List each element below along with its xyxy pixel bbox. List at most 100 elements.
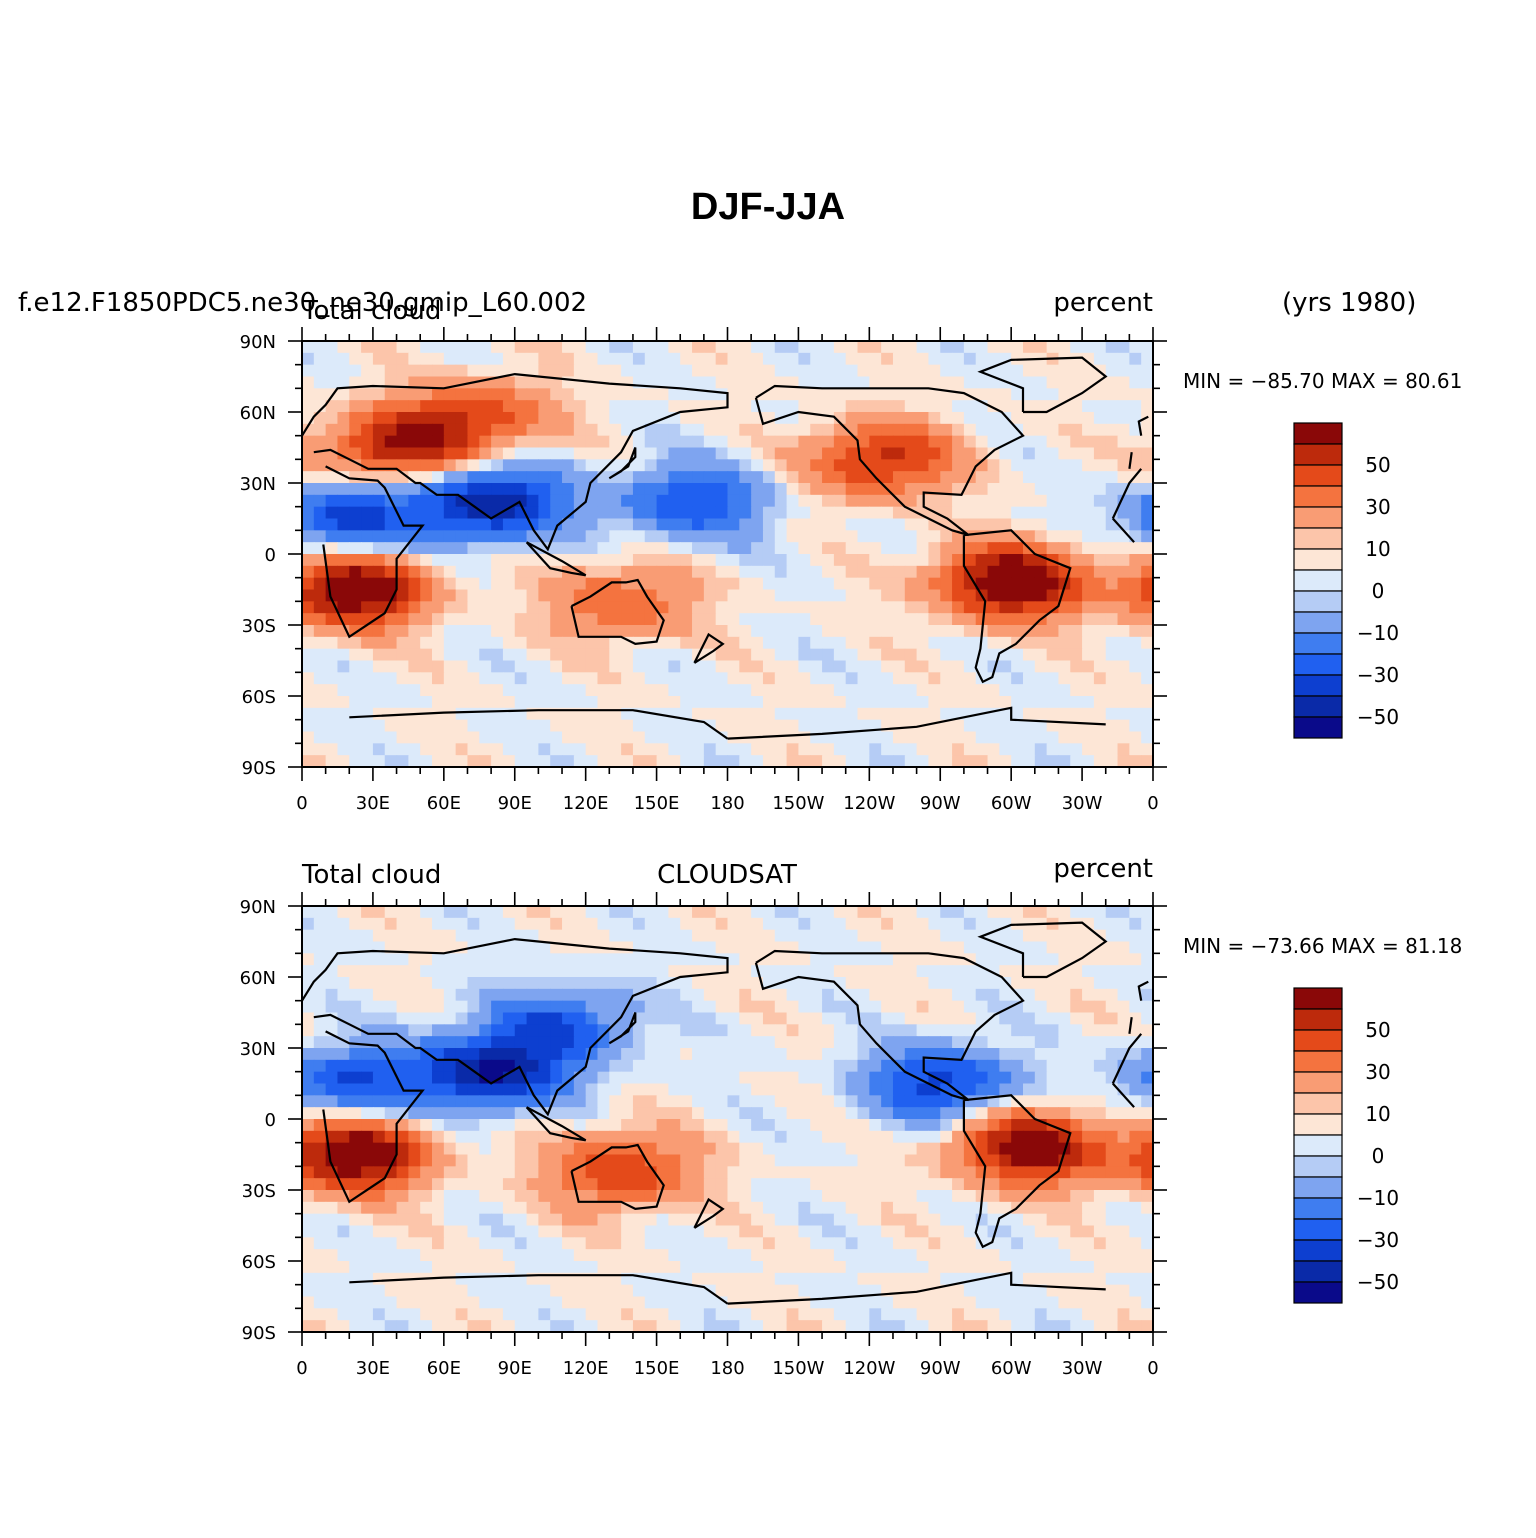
field-cell	[727, 917, 740, 931]
field-cell	[1058, 1154, 1071, 1167]
field-cell	[904, 1225, 918, 1238]
field-cell	[833, 965, 847, 978]
field-cell	[550, 459, 563, 472]
field-cell	[822, 494, 835, 508]
field-cell	[526, 613, 539, 626]
field-cell	[857, 672, 870, 685]
field-cell	[881, 648, 894, 662]
lat-tick-label: 0	[265, 545, 276, 566]
field-cell	[361, 917, 374, 931]
field-cell	[550, 1083, 563, 1096]
field-cell	[751, 684, 764, 697]
field-cell	[916, 731, 930, 744]
field-cell	[881, 755, 894, 767]
field-cell	[739, 977, 752, 990]
field-cell	[940, 400, 953, 413]
field-cell	[1093, 1142, 1107, 1156]
field-cell	[408, 613, 421, 626]
field-cell	[1129, 636, 1142, 650]
field-cell	[597, 917, 610, 931]
field-cell	[916, 1166, 930, 1179]
field-cell	[609, 565, 622, 579]
field-cell	[751, 423, 764, 437]
field-cell	[904, 506, 918, 520]
field-cell	[892, 554, 906, 567]
field-cell	[751, 518, 764, 531]
field-cell	[491, 400, 504, 413]
field-cell	[975, 494, 989, 508]
field-cell	[810, 917, 823, 931]
field-cell	[952, 1190, 965, 1203]
field-cell	[1011, 601, 1024, 614]
field-cell	[585, 376, 599, 389]
field-cell	[372, 435, 386, 449]
panel1-years-label: (yrs 1980)	[1282, 288, 1417, 318]
field-cell	[822, 707, 835, 721]
field-cell	[644, 1048, 658, 1061]
field-cell	[1105, 1107, 1119, 1120]
field-cell	[810, 672, 823, 685]
field-cell	[432, 1225, 445, 1238]
field-cell	[372, 1083, 386, 1096]
field-cell	[1022, 965, 1036, 978]
field-cell	[573, 412, 587, 425]
field-cell	[479, 447, 492, 460]
field-cell	[514, 953, 528, 966]
field-cell	[1046, 483, 1060, 496]
field-cell	[703, 364, 717, 378]
field-cell	[952, 1071, 965, 1085]
field-cell	[514, 743, 528, 756]
field-cell	[467, 1284, 480, 1298]
field-cell	[325, 388, 339, 401]
field-cell	[1070, 917, 1083, 931]
field-cell	[1117, 684, 1130, 697]
field-cell	[1022, 1059, 1036, 1073]
field-cell	[313, 530, 327, 543]
field-cell	[644, 423, 658, 437]
field-cell	[1011, 506, 1024, 520]
field-cell	[349, 731, 362, 744]
field-cell	[1093, 1024, 1107, 1037]
field-cell	[940, 506, 953, 520]
field-cell	[502, 1154, 516, 1167]
field-cell	[798, 1142, 811, 1156]
field-cell	[680, 1107, 693, 1120]
field-cell	[1117, 636, 1130, 650]
field-cell	[372, 1059, 386, 1073]
field-cell	[467, 364, 480, 378]
field-cell	[952, 1142, 965, 1156]
field-cell	[455, 352, 469, 366]
field-cell	[384, 917, 398, 931]
field-cell	[384, 1237, 398, 1250]
field-cell	[1046, 400, 1060, 413]
field-cell	[892, 1190, 906, 1203]
field-cell	[892, 530, 906, 543]
field-cell	[739, 412, 752, 425]
field-cell	[514, 965, 528, 978]
field-cell	[987, 929, 1000, 943]
field-cell	[987, 1107, 1000, 1120]
field-cell	[892, 1000, 906, 1014]
field-cell	[963, 352, 977, 366]
field-cell	[987, 1024, 1000, 1037]
field-cell	[526, 1213, 539, 1227]
field-cell	[609, 1130, 622, 1144]
field-cell	[680, 672, 693, 685]
field-cell	[786, 1000, 800, 1014]
field-cell	[597, 483, 610, 496]
field-cell	[810, 447, 823, 460]
field-cell	[668, 953, 681, 966]
field-cell	[420, 906, 433, 919]
field-cell	[715, 1130, 729, 1144]
field-cell	[632, 1000, 646, 1014]
field-cell	[845, 696, 859, 709]
field-cell	[408, 423, 421, 437]
field-cell	[963, 601, 977, 614]
field-cell	[928, 483, 941, 496]
field-cell	[762, 1048, 776, 1061]
field-cell	[1082, 696, 1095, 709]
field-cell	[585, 707, 599, 721]
field-cell	[1105, 1059, 1119, 1073]
field-cell	[302, 388, 315, 401]
field-cell	[1058, 1166, 1071, 1179]
